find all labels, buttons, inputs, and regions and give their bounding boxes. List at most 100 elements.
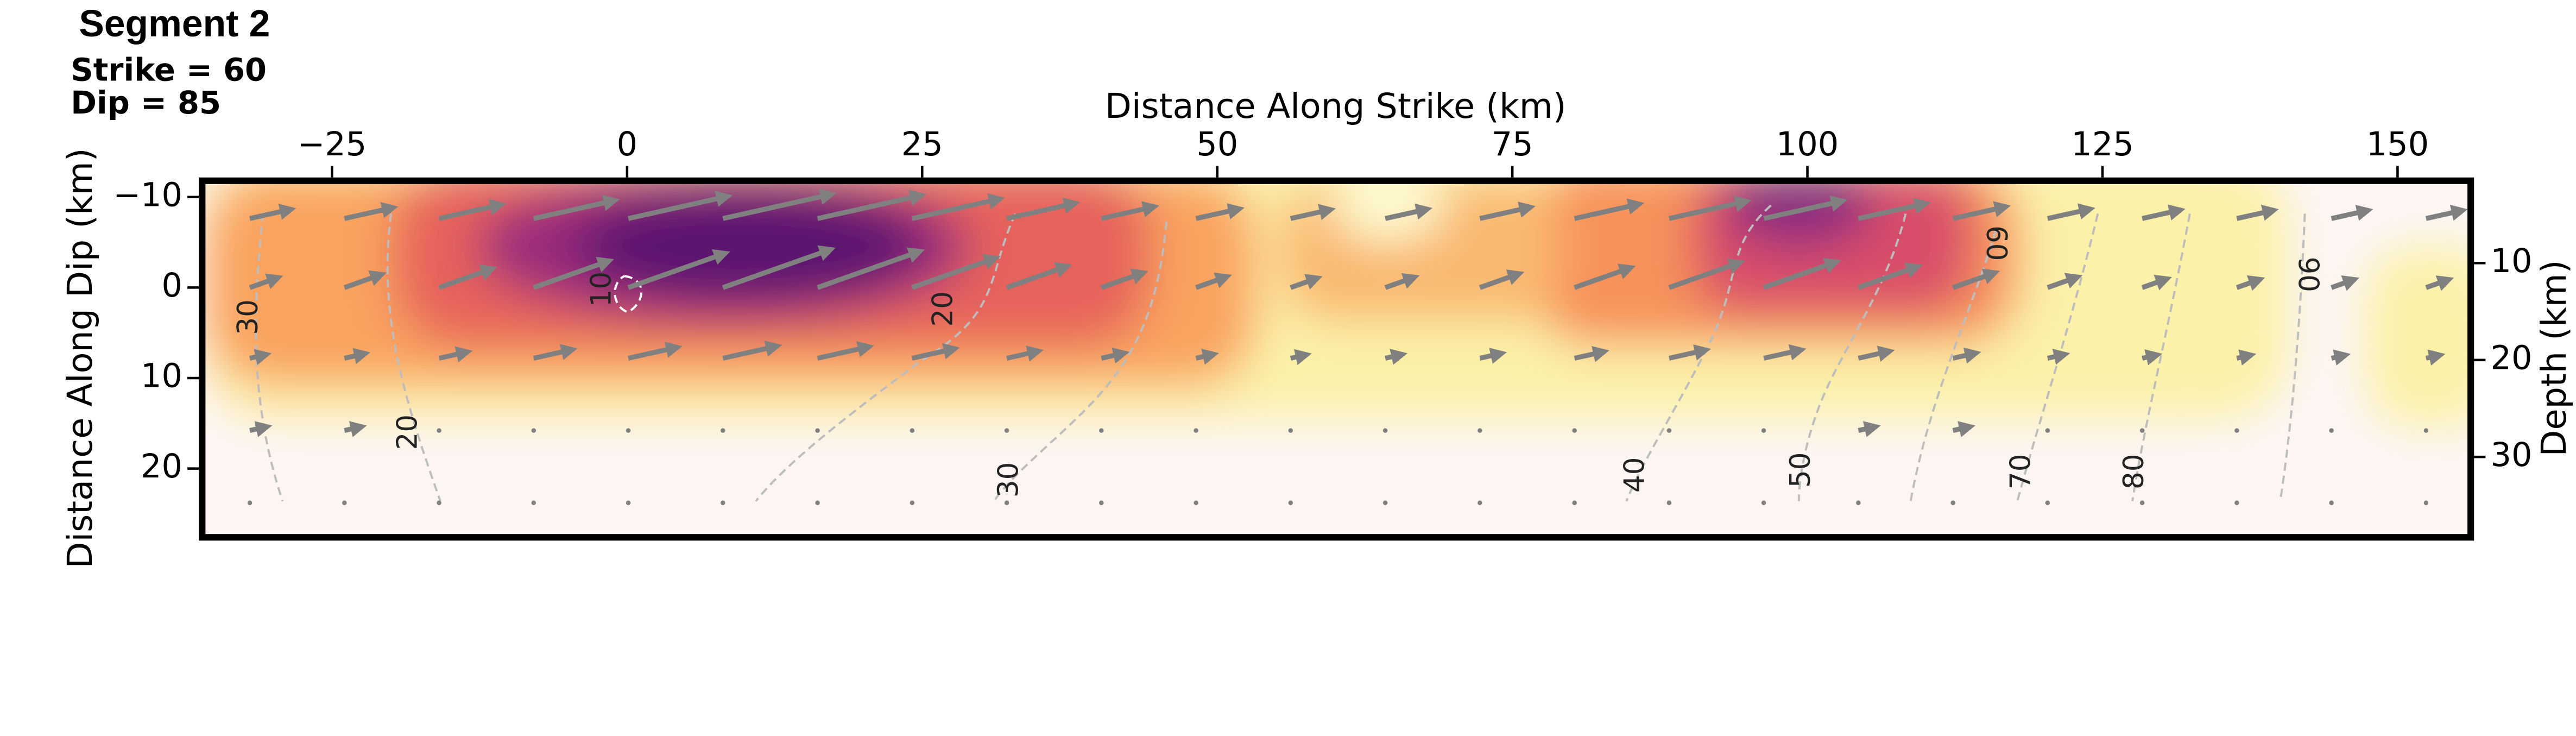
arrow-shaft xyxy=(1100,272,1140,290)
arrow-shaft xyxy=(1574,203,1636,221)
contour-label: 60 xyxy=(1980,225,2012,261)
arrow-shaft xyxy=(533,260,606,290)
arrow-head xyxy=(1506,269,1525,285)
arrow-dot xyxy=(1572,500,1577,505)
arrow-dot xyxy=(626,428,631,433)
arrow-head xyxy=(2077,203,2095,220)
arrow-dot xyxy=(247,500,252,505)
arrow-dot xyxy=(2423,428,2429,433)
arrow-shaft xyxy=(344,206,389,221)
x-axis-label: Distance Along Strike (km) xyxy=(1105,86,1567,126)
arrow-head xyxy=(2168,204,2186,221)
arrow-head xyxy=(817,245,836,261)
arrow-head xyxy=(380,202,399,218)
arrow-head xyxy=(1293,349,1312,366)
arrow-head xyxy=(1141,201,1159,217)
arrow-dot xyxy=(2139,428,2145,433)
arrow-shaft xyxy=(628,345,673,361)
contour-label: 20 xyxy=(392,414,424,450)
arrow-dot xyxy=(531,500,536,505)
arrow-head xyxy=(1829,195,1848,212)
arrow-shaft xyxy=(1858,202,1922,221)
arrow-head xyxy=(1054,262,1072,278)
arrow-head xyxy=(987,193,1006,210)
arrow-shaft xyxy=(722,248,828,290)
arrow-dot xyxy=(910,500,915,505)
arrow-head xyxy=(2333,349,2351,366)
arrow-head xyxy=(1112,347,1130,364)
arrow-head xyxy=(764,340,782,357)
x-tick-label: 50 xyxy=(1196,125,1238,163)
arrow-head xyxy=(602,194,620,211)
contour-label: 20 xyxy=(927,291,959,326)
arrow-head xyxy=(942,343,960,360)
arrow-dot xyxy=(1288,500,1293,505)
contour-label: 30 xyxy=(232,299,264,335)
contour-label: 90 xyxy=(2292,257,2325,292)
contour-label: 80 xyxy=(2118,454,2150,489)
contour-label: 50 xyxy=(1784,452,1817,488)
arrow-head xyxy=(2238,349,2257,366)
arrow-shaft xyxy=(533,199,611,221)
arrow-head xyxy=(1617,263,1636,279)
arrow-head xyxy=(1489,348,1507,364)
arrow-shaft xyxy=(1763,261,1833,290)
arrow-shaft xyxy=(1763,199,1839,221)
arrow-dot xyxy=(2329,500,2334,505)
arrow-head xyxy=(2449,205,2468,221)
arrow-head xyxy=(254,421,273,437)
arrow-head xyxy=(2261,204,2279,221)
arrow-shaft xyxy=(627,252,722,290)
arrow-shaft xyxy=(1668,261,1737,290)
arrow-dot xyxy=(2234,428,2239,433)
arrow-head xyxy=(1318,204,1336,221)
arrow-head xyxy=(454,346,473,363)
arrow-shaft xyxy=(1952,272,1992,290)
arrow-head xyxy=(1062,197,1081,214)
x-tick-label: 25 xyxy=(901,125,943,163)
slip-arrows xyxy=(247,188,2468,505)
arrow-shaft xyxy=(628,194,724,221)
arrow-shaft xyxy=(438,203,497,221)
y2-tick-label: 30 xyxy=(2490,436,2532,474)
x-tick-label: −25 xyxy=(298,125,367,163)
y-tick-label: 20 xyxy=(141,448,182,486)
y-tick-label: 10 xyxy=(141,357,182,395)
arrow-head xyxy=(1026,345,1044,362)
arrow-head xyxy=(908,190,927,206)
x-tick-label: 125 xyxy=(2071,125,2133,163)
arrow-dot xyxy=(815,500,820,505)
plot-frame xyxy=(199,177,2474,541)
arrow-dot xyxy=(1099,500,1104,505)
arrow-head xyxy=(352,348,371,364)
arrow-head xyxy=(664,342,683,358)
arrow-dot xyxy=(721,428,725,433)
arrow-head xyxy=(2435,275,2454,291)
arrow-dot xyxy=(437,500,441,505)
arrow-shaft xyxy=(1479,205,1527,221)
arrow-shaft xyxy=(1101,205,1151,221)
arrow-dot xyxy=(1572,428,1577,433)
arrow-head xyxy=(715,191,733,207)
arrow-dot xyxy=(1761,428,1766,433)
arrow-head xyxy=(1788,344,1807,361)
arrow-head xyxy=(2341,275,2360,291)
arrow-shaft xyxy=(817,250,917,290)
arrow-head xyxy=(818,188,837,205)
arrow-head xyxy=(1401,273,1420,289)
arrow-dot xyxy=(1666,500,1672,505)
y2-tick-label: 20 xyxy=(2490,339,2532,377)
arrow-dot xyxy=(531,428,536,433)
arrow-head xyxy=(1304,274,1323,290)
arrow-dot xyxy=(1856,500,1861,505)
y-tick-label: 0 xyxy=(162,267,183,305)
arrow-head xyxy=(278,204,296,220)
arrow-head xyxy=(368,270,387,286)
arrow-head xyxy=(1390,349,1408,365)
arrow-shaft xyxy=(438,268,489,290)
arrow-dot xyxy=(910,428,915,433)
arrow-head xyxy=(1904,262,1923,278)
arrow-dot xyxy=(2234,500,2239,505)
arrow-shaft xyxy=(1574,267,1627,290)
